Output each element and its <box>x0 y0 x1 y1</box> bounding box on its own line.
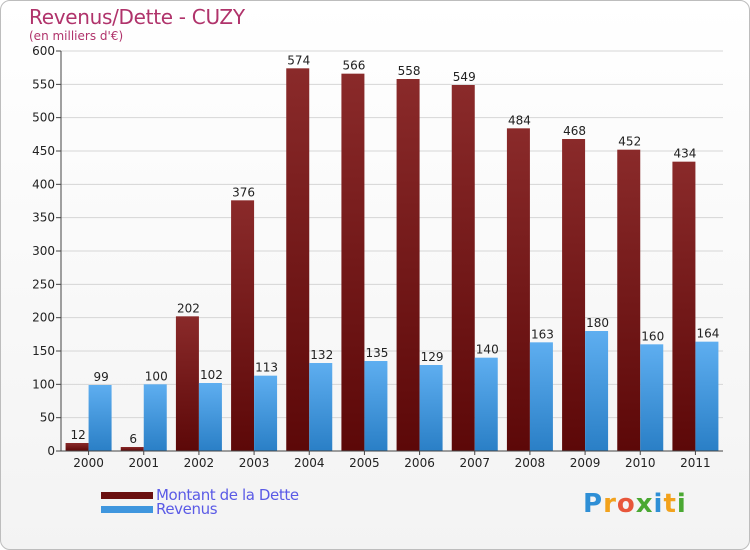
logo-letter: r <box>603 489 617 519</box>
data-label-revenue: 129 <box>421 350 444 364</box>
data-label-debt: 452 <box>618 135 641 149</box>
bar-debt <box>231 200 255 451</box>
bar-revenue <box>309 363 333 451</box>
bar-revenue <box>695 341 719 451</box>
x-tick-label: 2001 <box>128 456 159 470</box>
axes: 0 50 100 150 200 250 300 350 400 450 500 550 600 2000… <box>32 44 723 470</box>
logo-letter: x <box>635 489 654 519</box>
data-label-debt: 468 <box>563 124 586 138</box>
x-tick-label: 2010 <box>625 456 656 470</box>
logo-letter: i <box>653 489 664 519</box>
bar-debt <box>672 161 696 451</box>
legend-item-debt: Montant de la Dette <box>101 486 299 504</box>
y-tick-label: 600 <box>32 44 55 58</box>
data-label-revenue: 180 <box>586 316 609 330</box>
x-tick-label: 2009 <box>570 456 601 470</box>
data-label-revenue: 99 <box>93 370 108 384</box>
data-label-revenue: 164 <box>696 327 719 341</box>
legend-swatch-revenue <box>101 505 153 513</box>
bar-revenue <box>254 375 278 451</box>
bar-revenue <box>585 331 609 451</box>
logo-letter: t <box>663 489 677 519</box>
x-tick-label: 2005 <box>349 456 380 470</box>
x-tick-label: 2006 <box>404 456 435 470</box>
proxiti-logo: Proxiti <box>583 489 687 519</box>
bar-revenue <box>474 357 498 451</box>
bar-debt <box>120 447 144 451</box>
y-tick-label: 200 <box>32 311 55 325</box>
y-tick-label: 0 <box>47 444 55 458</box>
legend-label-debt: Montant de la Dette <box>156 486 299 504</box>
data-label-revenue: 100 <box>145 369 168 383</box>
data-label-revenue: 135 <box>365 346 388 360</box>
x-tick-label: 2000 <box>73 456 104 470</box>
bar-revenue <box>364 361 388 451</box>
bar-debt <box>65 443 89 451</box>
bar-debt <box>396 79 420 451</box>
y-tick-label: 500 <box>32 111 55 125</box>
y-tick-label: 400 <box>32 177 55 191</box>
data-label-debt: 6 <box>129 432 137 446</box>
x-tick-label: 2007 <box>459 456 490 470</box>
bar-debt <box>341 73 365 452</box>
data-label-revenue: 132 <box>310 348 333 362</box>
data-label-debt: 484 <box>508 113 531 127</box>
legend-swatch-debt <box>101 491 153 499</box>
bars: 12 99 6 100 202 102 376 113 574 132 566 135 558 129 54… <box>65 53 719 452</box>
x-tick-label: 2008 <box>515 456 546 470</box>
bar-revenue <box>143 384 167 451</box>
bar-debt <box>506 128 530 451</box>
logo-letter: o <box>616 489 636 519</box>
x-tick-label: 2002 <box>184 456 215 470</box>
data-label-revenue: 140 <box>476 343 499 357</box>
chart-subtitle: (en milliers d'€) <box>29 29 124 43</box>
data-label-revenue: 160 <box>641 329 664 343</box>
data-label-debt: 376 <box>232 185 255 199</box>
y-tick-label: 150 <box>32 344 55 358</box>
logo-letter: i <box>676 489 687 519</box>
x-tick-label: 2011 <box>680 456 711 470</box>
y-tick-label: 50 <box>40 411 55 425</box>
data-label-debt: 574 <box>287 53 310 67</box>
legend-label-revenue: Revenus <box>156 500 218 518</box>
bar-revenue <box>198 383 222 451</box>
legend-item-revenue: Revenus <box>101 500 218 518</box>
bar-revenue <box>88 385 112 451</box>
logo-letter: P <box>583 489 604 519</box>
x-tick-label: 2004 <box>294 456 325 470</box>
bar-debt <box>562 139 586 451</box>
data-label-debt: 566 <box>342 59 365 73</box>
data-label-revenue: 163 <box>531 327 554 341</box>
data-label-revenue: 102 <box>200 368 223 382</box>
data-label-debt: 549 <box>453 70 476 84</box>
bar-revenue <box>419 365 443 451</box>
data-label-debt: 12 <box>70 428 85 442</box>
data-label-revenue: 113 <box>255 361 278 375</box>
y-tick-label: 300 <box>32 244 55 258</box>
bar-revenue <box>640 344 664 451</box>
y-tick-label: 450 <box>32 144 55 158</box>
y-tick-label: 100 <box>32 377 55 391</box>
bar-debt <box>617 149 641 451</box>
data-label-debt: 558 <box>398 64 421 78</box>
x-tick-label: 2003 <box>239 456 270 470</box>
data-label-debt: 434 <box>673 147 696 161</box>
bar-debt <box>451 85 475 451</box>
y-tick-label: 250 <box>32 277 55 291</box>
y-tick-label: 350 <box>32 211 55 225</box>
y-tick-label: 550 <box>32 77 55 91</box>
bar-debt <box>286 68 310 451</box>
data-label-debt: 202 <box>177 301 200 315</box>
bar-debt <box>175 316 199 451</box>
bar-revenue <box>529 342 553 451</box>
chart-title: Revenus/Dette - CUZY <box>29 5 245 29</box>
